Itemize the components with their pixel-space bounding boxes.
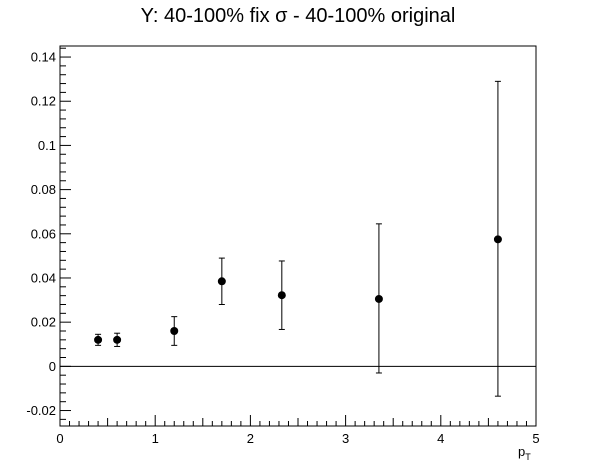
data-point-group: [277, 260, 286, 330]
data-point-group: [170, 316, 179, 346]
y-tick-label: 0.14: [31, 50, 56, 65]
data-points: [94, 80, 502, 397]
x-tick-label: 4: [437, 431, 444, 446]
data-point-group: [113, 332, 122, 347]
x-tick-label: 5: [532, 431, 539, 446]
data-point-marker: [493, 235, 502, 244]
y-tick-label: 0.1: [38, 138, 56, 153]
x-axis-title-main: p: [518, 444, 525, 459]
data-point-marker: [113, 335, 122, 344]
x-tick-label: 1: [152, 431, 159, 446]
chart-title: Y: 40-100% fix σ - 40-100% original: [141, 5, 456, 27]
data-point-marker: [94, 335, 103, 344]
x-tick-label: 3: [342, 431, 349, 446]
data-point-marker: [217, 277, 226, 286]
y-tick-label: 0.12: [31, 94, 56, 109]
x-axis-title: pT: [518, 444, 531, 462]
data-point-marker: [170, 327, 179, 335]
data-point-group: [493, 80, 502, 397]
plot-frame: [59, 45, 537, 427]
data-point-marker: [277, 291, 286, 300]
y-tick-label: -0.02: [26, 403, 56, 418]
y-tick-label: 0: [49, 359, 56, 374]
data-point-marker: [374, 294, 383, 303]
data-point-group: [94, 333, 103, 346]
x-tick-label: 0: [56, 431, 63, 446]
x-axis-title-subscript: T: [525, 452, 531, 462]
y-tick-label: 0.08: [31, 182, 56, 197]
x-tick-label: 2: [247, 431, 254, 446]
y-tick-label: 0.06: [31, 226, 56, 241]
data-point-group: [217, 257, 226, 305]
data-point-group: [374, 223, 383, 374]
y-tick-label: 0.02: [31, 315, 56, 330]
axis-ticks: [59, 47, 537, 426]
y-tick-label: 0.04: [31, 270, 56, 285]
